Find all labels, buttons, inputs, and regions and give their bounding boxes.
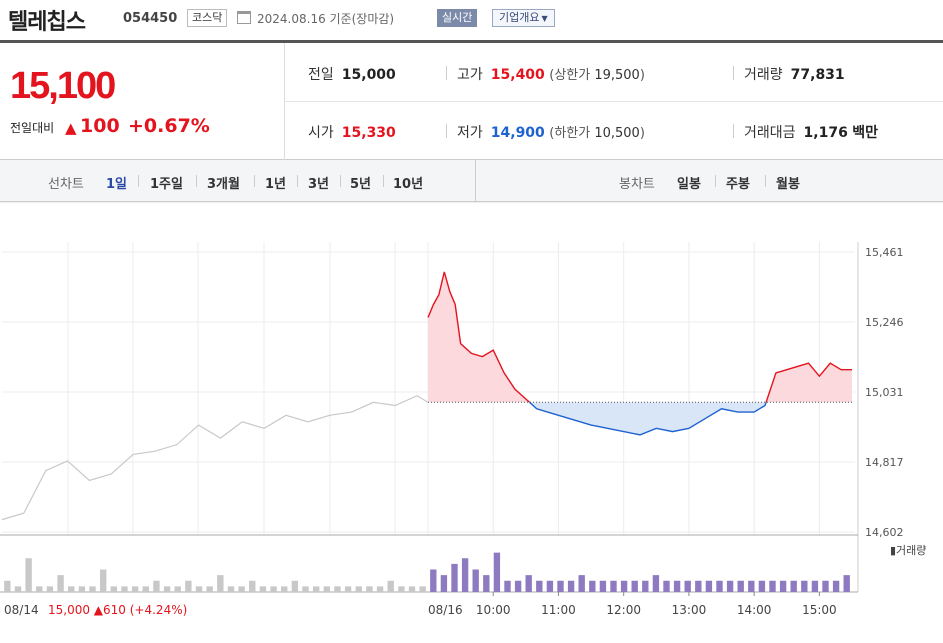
- stock-code: 054450: [123, 11, 178, 26]
- series-line-down: [528, 402, 767, 436]
- current-price: 15,100: [10, 65, 116, 107]
- candle-monthly[interactable]: 월봉: [776, 177, 800, 192]
- stock-name: 텔레칩스: [8, 10, 86, 35]
- area-above-base: [428, 271, 852, 403]
- stat-prev: 전일 15,000: [308, 64, 396, 84]
- company-overview-label: 기업개요: [499, 11, 540, 24]
- stat-lower-value: 10,500: [594, 126, 640, 141]
- stat-open-value: 15,330: [341, 125, 396, 141]
- prev-day-summary: 15,000 ▲610 (+4.24%): [48, 603, 187, 617]
- change-amount: 100: [80, 115, 120, 137]
- area-below-base: [428, 402, 852, 435]
- series-line-prev-day: [1, 395, 429, 521]
- stat-lower-close: ): [639, 126, 645, 141]
- stat-upper-value: 19,500: [594, 68, 640, 83]
- stat-low-value: 14,900: [490, 125, 545, 141]
- period-5y[interactable]: 5년: [350, 177, 372, 192]
- stat-volume-value: 77,831: [790, 67, 845, 83]
- x-tick-label: 13:00: [672, 603, 707, 617]
- stats-divider: [285, 101, 943, 102]
- x-tick-label: 08/16: [428, 603, 463, 617]
- chart-period-bar: 선차트 1일 1주일 3개월 1년 3년 5년 10년 봉차트 일봉 주봉 월봉: [0, 160, 943, 202]
- candle-chart-label: 봉차트: [619, 177, 655, 192]
- period-10y[interactable]: 10년: [393, 177, 424, 192]
- y-tick-label: 15,461: [865, 246, 904, 259]
- stat-separator: [733, 66, 734, 80]
- realtime-button[interactable]: 실시간: [437, 9, 478, 27]
- stat-prev-label: 전일: [308, 67, 334, 83]
- period-divider: [475, 160, 476, 201]
- x-tick-label: 11:00: [541, 603, 576, 617]
- quote-date: 2024.08.16 기준(장마감): [257, 12, 395, 26]
- candle-weekly[interactable]: 주봉: [726, 177, 750, 192]
- stat-prev-value: 15,000: [341, 67, 396, 83]
- volume-legend: ▮거래량: [890, 544, 926, 557]
- stat-separator: [446, 124, 447, 138]
- period-1w[interactable]: 1주일: [150, 177, 183, 192]
- x-tick-label: 12:00: [606, 603, 641, 617]
- stat-amount: 거래대금 1,176 백만: [744, 122, 878, 142]
- stat-amount-unit: 백만: [852, 125, 879, 141]
- calendar-icon: [237, 11, 251, 24]
- stock-header: 텔레칩스 054450 코스닥 2024.08.16 기준(장마감) 실시간 기…: [0, 0, 943, 40]
- period-separator: [340, 175, 341, 187]
- change-percent: +0.67%: [128, 115, 210, 137]
- stat-low-label: 저가: [457, 125, 483, 141]
- stat-high-value: 15,400: [490, 67, 545, 83]
- period-3m[interactable]: 3개월: [207, 177, 240, 192]
- line-chart-label: 선차트: [48, 177, 84, 192]
- intraday-price-chart: 15,461 15,246 15,031 14,817 14,602 ▮거래량 08/14 0…: [0, 202, 943, 617]
- x-tick-label: 10:00: [476, 603, 511, 617]
- stat-open: 시가 15,330: [308, 122, 396, 142]
- x-tick-label: 14:00: [737, 603, 772, 617]
- price-summary: 15,100 전일대비 ▲ 100 +0.67% 전일 15,000 고가 15,4…: [0, 43, 943, 160]
- y-tick-label: 14,602: [865, 526, 904, 539]
- stat-separator: [446, 66, 447, 80]
- period-1d[interactable]: 1일: [106, 177, 128, 192]
- stat-amount-label: 거래대금: [744, 125, 796, 141]
- company-overview-dropdown[interactable]: 기업개요 ▼: [492, 9, 555, 27]
- y-tick-label: 15,031: [865, 386, 904, 399]
- period-3y[interactable]: 3년: [308, 177, 330, 192]
- series-line-up: [427, 271, 852, 403]
- stat-volume-label: 거래량: [744, 67, 783, 83]
- period-separator: [254, 175, 255, 187]
- stat-high: 고가 15,400 (상한가 19,500): [457, 64, 645, 84]
- stat-amount-value: 1,176: [803, 125, 848, 141]
- period-separator: [383, 175, 384, 187]
- stat-low: 저가 14,900 (하한가 10,500): [457, 122, 645, 142]
- period-separator: [196, 175, 197, 187]
- period-separator: [715, 175, 716, 187]
- stat-upper-close: ): [639, 68, 645, 83]
- stat-upper-label: (상한가: [549, 68, 591, 83]
- stat-volume: 거래량 77,831: [744, 64, 845, 84]
- x-tick-label: 08/14: [4, 603, 39, 617]
- stat-high-label: 고가: [457, 67, 483, 83]
- y-tick-label: 14,817: [865, 456, 904, 469]
- market-badge: 코스닥: [187, 9, 228, 27]
- x-tick-label: 15:00: [802, 603, 837, 617]
- change-label: 전일대비: [10, 121, 55, 135]
- y-tick-label: 15,246: [865, 316, 904, 329]
- stat-separator: [733, 124, 734, 138]
- period-separator: [765, 175, 766, 187]
- period-separator: [297, 175, 298, 187]
- price-divider: [284, 43, 285, 160]
- header-divider: [0, 40, 943, 43]
- up-arrow-icon: ▲: [65, 119, 77, 137]
- period-1y[interactable]: 1년: [265, 177, 287, 192]
- stat-open-label: 시가: [308, 125, 334, 141]
- chevron-down-icon: ▼: [541, 14, 548, 23]
- candle-daily[interactable]: 일봉: [677, 177, 701, 192]
- stat-lower-label: (하한가: [549, 126, 591, 141]
- period-separator: [138, 175, 139, 187]
